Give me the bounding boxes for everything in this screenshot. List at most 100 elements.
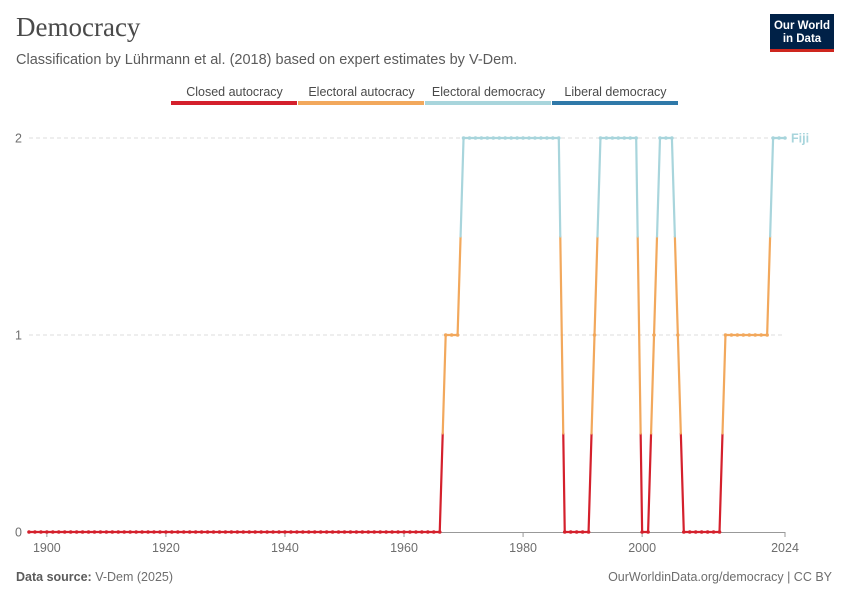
data-point	[98, 530, 103, 534]
legend-label-2[interactable]: Electoral democracy	[432, 85, 546, 99]
x-tick-label-1980: 1980	[509, 541, 537, 555]
data-point	[402, 530, 406, 534]
data-point	[699, 530, 704, 534]
legend-swatch-2[interactable]	[425, 101, 551, 105]
data-point	[491, 136, 496, 140]
data-source-value[interactable]: V-Dem (2025)	[95, 570, 174, 584]
data-point	[27, 530, 31, 534]
line-segment	[639, 432, 644, 534]
data-point	[193, 530, 198, 534]
legend-label-0[interactable]: Closed autocracy	[186, 85, 283, 99]
data-point	[509, 136, 513, 140]
data-point	[408, 530, 412, 534]
line-segment	[646, 432, 653, 534]
data-point	[586, 530, 591, 534]
data-point	[640, 530, 644, 534]
data-point	[467, 136, 472, 140]
owid-logo[interactable]: Our World in Data	[770, 14, 834, 52]
data-point	[503, 136, 508, 140]
data-point	[705, 530, 710, 534]
data-point	[396, 530, 400, 534]
data-point	[354, 530, 359, 534]
data-point	[74, 530, 79, 534]
legend-label-3[interactable]: Liberal democracy	[564, 85, 667, 99]
data-point	[753, 333, 758, 337]
y-tick-label-2: 2	[15, 132, 22, 146]
data-point	[104, 530, 109, 534]
data-point	[330, 530, 335, 534]
data-point	[568, 530, 573, 534]
line-segment	[721, 333, 727, 435]
data-point	[461, 136, 466, 140]
grid-lines	[29, 137, 785, 336]
axes: 0 1 2 1900 1920 1940 1960 1980 2000 2024	[15, 132, 799, 556]
data-point	[372, 530, 377, 534]
data-point	[241, 530, 246, 534]
line-segment	[636, 235, 641, 337]
legend[interactable]: Closed autocracy Electoral autocracy Elect…	[171, 85, 678, 105]
data-point	[634, 136, 638, 140]
x-tick-label-1960: 1960	[390, 541, 418, 555]
line-segment	[557, 136, 562, 238]
data-point	[187, 530, 192, 534]
x-tick-label-1920: 1920	[152, 541, 180, 555]
line-segment	[638, 333, 642, 435]
line-segment	[718, 432, 724, 534]
data-point	[658, 136, 662, 140]
data-point	[289, 530, 293, 534]
data-points	[27, 136, 787, 534]
data-point	[247, 530, 252, 534]
legend-swatch-1[interactable]	[298, 101, 424, 105]
data-point	[527, 136, 531, 140]
line-segment	[593, 235, 599, 337]
x-tick-label-2024: 2024	[771, 541, 799, 555]
data-point	[443, 333, 448, 337]
data-point	[158, 530, 162, 534]
data-point	[670, 136, 674, 140]
data-point	[646, 530, 650, 534]
line-segment	[560, 333, 565, 435]
data-point	[360, 530, 365, 534]
data-point	[485, 136, 490, 140]
data-point	[146, 530, 150, 534]
legend-swatch-3[interactable]	[552, 101, 678, 105]
data-point	[449, 333, 454, 337]
data-point	[348, 530, 353, 534]
data-point	[729, 333, 734, 337]
x-tick-label-2000: 2000	[628, 541, 656, 555]
line-segment	[766, 235, 772, 337]
data-point	[229, 530, 234, 534]
data-point	[68, 530, 73, 534]
data-point	[783, 136, 787, 140]
data-point	[80, 530, 85, 534]
data-point	[253, 530, 258, 534]
y-tick-label-1: 1	[15, 329, 22, 343]
data-point	[664, 136, 668, 140]
data-point	[39, 530, 43, 534]
line-segment	[673, 235, 679, 337]
data-point	[580, 530, 585, 534]
data-point	[455, 333, 460, 337]
line-segment	[459, 136, 465, 238]
data-point	[562, 530, 567, 534]
data-lines	[27, 136, 787, 534]
line-segment	[441, 333, 447, 435]
data-source-label: Data source:	[16, 570, 92, 584]
data-point	[92, 530, 97, 534]
chart-title: Democracy	[16, 12, 141, 42]
data-point	[556, 136, 561, 140]
legend-swatch-0[interactable]	[171, 101, 297, 105]
data-point	[574, 530, 579, 534]
attribution-link[interactable]: OurWorldinData.org/democracy | CC BY	[608, 570, 832, 584]
data-point	[295, 530, 299, 534]
data-point	[223, 530, 228, 534]
data-point	[551, 136, 555, 140]
data-point	[479, 136, 484, 140]
line-segment	[769, 136, 775, 238]
data-point	[426, 530, 430, 534]
line-segment	[635, 136, 639, 238]
data-point	[741, 333, 746, 337]
legend-label-1[interactable]: Electoral autocracy	[308, 85, 415, 99]
series-labels: Fiji	[791, 132, 809, 146]
